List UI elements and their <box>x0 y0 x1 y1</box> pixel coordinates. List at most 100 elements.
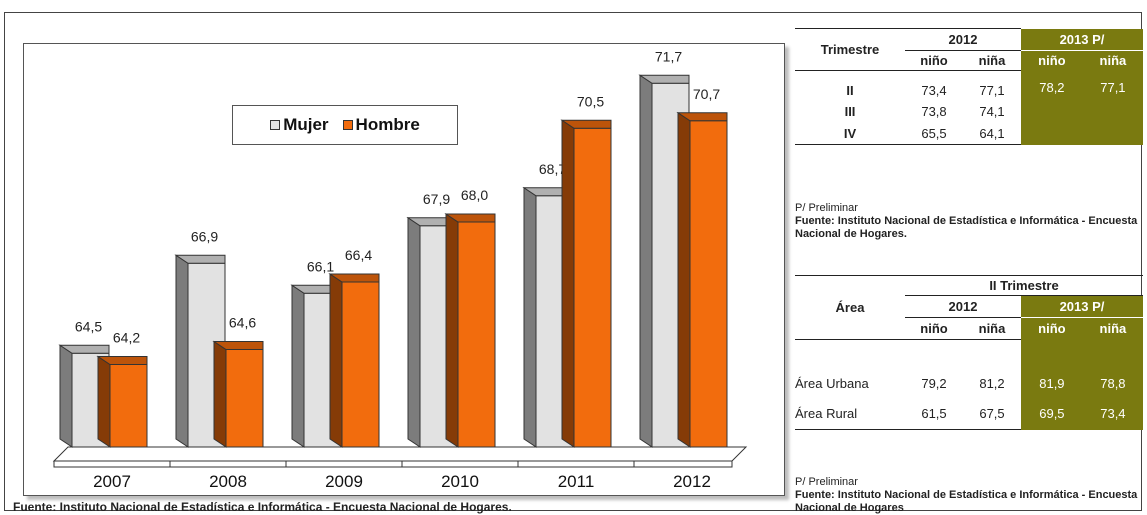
bar-side-hombre <box>329 273 343 448</box>
table-area: Área II Trimestre 2012 2013 P/ niño niña… <box>795 275 1143 430</box>
bar-top-mujer <box>638 74 690 84</box>
x-tick-label: 2011 <box>558 472 595 491</box>
table1-cell <box>1021 122 1083 145</box>
table1-cell <box>1082 100 1143 123</box>
table1-cell: 77,1 <box>1082 70 1143 101</box>
table2-cell: 78,8 <box>1082 339 1143 398</box>
chart-panel: 2007 64,5 64,2 2008 66,9 64,6 2009 66,1 66,4 2010… <box>23 43 785 496</box>
bar-side-hombre <box>561 119 575 448</box>
table2-period: II Trimestre <box>905 275 1143 296</box>
chart-source: Fuente: Instituto Nacional de Estadístic… <box>13 500 512 514</box>
table2-col-nino-b: niño <box>1021 317 1083 340</box>
data-label: 68,7 <box>539 161 566 177</box>
bar-side-mujer <box>639 74 653 448</box>
table1-cell: 78,2 <box>1021 70 1083 101</box>
table1-cell: 74,1 <box>979 104 1005 119</box>
bar-top-hombre <box>444 213 496 223</box>
data-label: 71,7 <box>655 48 682 64</box>
bar-top-mujer <box>58 344 110 354</box>
bar-top-hombre <box>676 112 728 122</box>
table2-row-label: Área Urbana <box>795 376 869 392</box>
data-label: 64,2 <box>113 330 140 346</box>
table1-year-b: 2013 P/ <box>1021 28 1143 51</box>
table1-cell <box>1082 122 1143 145</box>
table1-year-a: 2012 <box>905 28 1021 51</box>
data-label: 64,5 <box>75 318 102 334</box>
table2-year-a: 2012 <box>948 299 978 314</box>
table1-cell: 73,8 <box>921 104 947 119</box>
table2-cell: 81,9 <box>1021 339 1083 398</box>
bar-chart: 2007 64,5 64,2 2008 66,9 64,6 2009 66,1 66,4 2010… <box>52 48 748 491</box>
legend-item-mujer: Mujer <box>270 115 329 135</box>
table2-cell: 67,5 <box>963 397 1021 430</box>
chart-floor-edge <box>53 460 733 468</box>
bar-top-hombre <box>212 341 264 350</box>
legend-swatch-mujer <box>270 120 281 130</box>
x-tick-label: 2008 <box>209 472 247 491</box>
bar-top-hombre <box>328 273 380 283</box>
table2-cell: 69,5 <box>1021 397 1083 430</box>
bar-hombre <box>109 364 148 448</box>
table1-row-label: IV <box>795 122 905 145</box>
bar-side-hombre <box>445 213 459 448</box>
table1-note: P/ Preliminar <box>795 202 858 214</box>
table2-col-nino-a: niño <box>905 317 963 340</box>
data-label: 67,9 <box>423 191 450 207</box>
data-label: 64,6 <box>229 315 256 331</box>
chart-floor <box>52 446 748 462</box>
table1-row-header: Trimestre <box>795 28 905 71</box>
table1-col-nina-a: niña <box>963 50 1021 71</box>
data-label: 70,5 <box>577 93 604 109</box>
figure-frame: 2007 64,5 64,2 2008 66,9 64,6 2009 66,1 66,4 2010… <box>4 12 1143 514</box>
table1-cell: 77,1 <box>979 83 1005 99</box>
table1-col-nino-a: niño <box>905 50 963 71</box>
table1-row-label: II <box>846 83 854 99</box>
table2-cell: 73,4 <box>1082 397 1143 430</box>
bar-hombre <box>341 281 380 448</box>
table1-col-nina-b: niña <box>1082 50 1143 71</box>
data-label: 66,1 <box>307 258 334 274</box>
bar-hombre <box>225 349 264 448</box>
bar-side-hombre <box>677 111 691 448</box>
legend-item-hombre: Hombre <box>342 115 420 135</box>
table-trimestre: Trimestre 2012 2013 P/ niño niña niño ni… <box>795 28 1143 145</box>
table2-row-header: Área <box>795 275 905 340</box>
x-tick-label: 2010 <box>441 472 479 491</box>
bar-side-mujer <box>523 186 537 448</box>
table2-row-label: Área Rural <box>795 397 905 430</box>
bar-side-mujer <box>407 216 421 448</box>
data-label: 66,9 <box>191 228 218 244</box>
data-label: 66,4 <box>345 247 372 263</box>
table1-cell: 73,4 <box>921 83 947 99</box>
bar-hombre <box>689 120 728 448</box>
bar-hombre <box>573 127 612 448</box>
bar-side-mujer <box>175 254 189 448</box>
bar-top-hombre <box>96 356 148 365</box>
legend-swatch-hombre <box>342 120 353 130</box>
table2-cell: 61,5 <box>905 397 963 430</box>
table1-cell <box>1021 100 1083 123</box>
bar-side-hombre <box>97 355 111 448</box>
table2-year-b: 2013 P/ <box>1021 295 1143 318</box>
bar-side-hombre <box>213 340 227 448</box>
table2-source: Fuente: Instituto Nacional de Estadístic… <box>795 489 1138 514</box>
legend-label-mujer: Mujer <box>283 115 329 134</box>
table2-footnote: P/ Preliminar Fuente: Instituto Nacional… <box>795 476 1143 515</box>
table1-cell: 64,1 <box>963 122 1021 145</box>
table2-cell: 79,2 <box>921 376 947 392</box>
bar-top-mujer <box>174 254 226 264</box>
x-tick-label: 2009 <box>325 472 363 491</box>
table1-footnote: P/ Preliminar Fuente: Instituto Nacional… <box>795 202 1143 241</box>
table1-cell: 65,5 <box>905 122 963 145</box>
x-tick-label: 2012 <box>673 472 711 491</box>
table1-source: Fuente: Instituto Nacional de Estadístic… <box>795 215 1138 240</box>
table2-cell: 81,2 <box>979 376 1005 392</box>
table1-col-nino-b: niño <box>1021 50 1083 71</box>
bar-hombre <box>457 221 496 448</box>
bar-side-mujer <box>291 284 305 448</box>
x-tick-label: 2007 <box>93 472 131 491</box>
table2-col-nina-a: niña <box>963 317 1021 340</box>
bar-side-mujer <box>59 344 73 448</box>
data-label: 70,7 <box>693 86 720 102</box>
legend-label-hombre: Hombre <box>355 115 420 134</box>
